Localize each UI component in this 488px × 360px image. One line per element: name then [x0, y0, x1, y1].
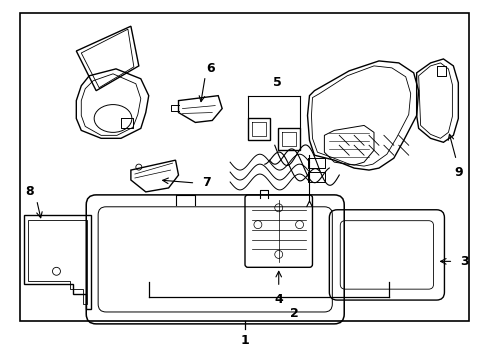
Text: 4: 4: [274, 293, 283, 306]
Text: 5: 5: [273, 76, 282, 89]
Text: 6: 6: [205, 62, 214, 75]
Bar: [20, 13, 468, 321]
Text: 2: 2: [290, 307, 298, 320]
Text: 8: 8: [25, 185, 34, 198]
Text: 7: 7: [202, 176, 211, 189]
Text: 3: 3: [459, 255, 468, 268]
Text: 1: 1: [240, 334, 249, 347]
Text: 9: 9: [453, 166, 462, 179]
